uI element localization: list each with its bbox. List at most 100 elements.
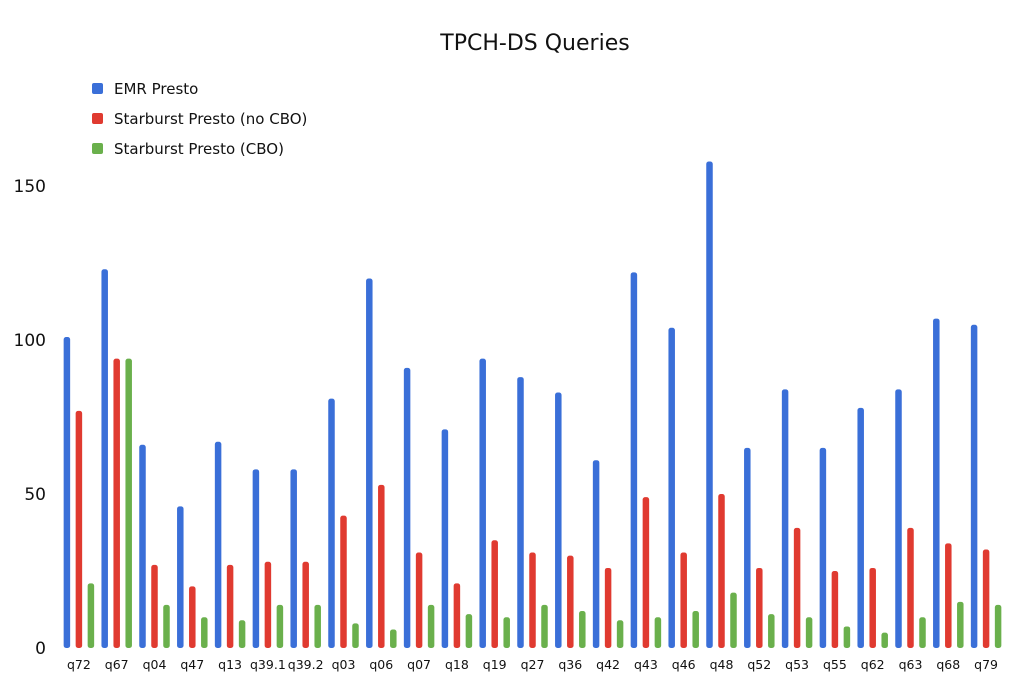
bar-cbo-q04 <box>163 604 170 648</box>
x-tick-label: q52 <box>747 657 771 672</box>
x-tick-label: q27 <box>521 657 545 672</box>
bar-no-cbo-q68 <box>945 543 952 648</box>
legend-label-no-cbo: Starburst Presto (no CBO) <box>114 110 307 128</box>
bar-emr-q27 <box>517 377 524 648</box>
x-tick-label: q55 <box>823 657 847 672</box>
bar-cbo-q68 <box>957 601 964 648</box>
bar-no-cbo-q19 <box>491 540 498 648</box>
legend: EMR Presto Starburst Presto (no CBO) Sta… <box>92 80 307 158</box>
bar-cbo-q47 <box>201 617 208 648</box>
x-tick-label: q03 <box>332 657 356 672</box>
x-tick-label: q06 <box>369 657 393 672</box>
bar-cbo-q39.2 <box>314 604 321 648</box>
bar-no-cbo-q67 <box>113 358 120 648</box>
bar-cbo-q03 <box>352 623 359 648</box>
bar-emr-q39.1 <box>252 469 260 648</box>
bar-cbo-q06 <box>390 629 397 648</box>
x-tick-label: q48 <box>710 657 734 672</box>
legend-swatch-no-cbo <box>92 113 103 124</box>
bar-emr-q48 <box>706 161 713 648</box>
y-tick-label: 0 <box>35 639 46 659</box>
bar-emr-q07 <box>403 367 411 648</box>
bar-emr-q03 <box>328 398 335 648</box>
y-tick-label: 50 <box>24 485 46 505</box>
legend-swatch-cbo <box>92 143 103 154</box>
bar-cbo-q52 <box>768 614 775 648</box>
x-tick-label: q72 <box>67 657 91 672</box>
x-tick-label: q36 <box>558 657 582 672</box>
bar-emr-q79 <box>970 324 978 648</box>
bar-emr-q13 <box>214 441 222 648</box>
bar-cbo-q67 <box>125 358 132 648</box>
bar-cbo-q19 <box>503 617 510 648</box>
bar-no-cbo-q39.2 <box>302 561 309 648</box>
legend-label-emr: EMR Presto <box>114 80 198 98</box>
x-tick-label: q79 <box>974 657 998 672</box>
bar-emr-q67 <box>101 269 108 648</box>
bar-emr-q63 <box>895 389 902 648</box>
bar-no-cbo-q03 <box>340 515 347 648</box>
bar-cbo-q43 <box>654 617 662 648</box>
bar-cbo-q63 <box>919 617 926 648</box>
bar-no-cbo-q06 <box>378 484 385 648</box>
bar-emr-q55 <box>819 447 827 648</box>
bar-cbo-q48 <box>730 592 737 648</box>
bar-cbo-q55 <box>843 626 851 648</box>
x-tick-label: q62 <box>861 657 885 672</box>
bar-no-cbo-q42 <box>604 567 612 648</box>
bar-emr-q36 <box>555 392 562 648</box>
x-tick-label: q42 <box>596 657 620 672</box>
bar-emr-q04 <box>139 444 146 648</box>
x-tick-label: q39.1 <box>250 657 286 672</box>
bar-cbo-q36 <box>579 611 586 648</box>
bar-cbo-q18 <box>465 614 473 648</box>
x-tick-label: q68 <box>936 657 960 672</box>
bar-cbo-q53 <box>805 617 813 648</box>
bar-emr-q62 <box>857 407 864 648</box>
bar-cbo-q27 <box>541 604 548 648</box>
legend-label-cbo: Starburst Presto (CBO) <box>114 140 284 158</box>
y-tick-label: 100 <box>14 331 46 351</box>
x-tick-label: q67 <box>105 657 129 672</box>
bars <box>63 161 1002 648</box>
bar-cbo-q72 <box>87 583 95 648</box>
bar-no-cbo-q53 <box>793 527 801 648</box>
bar-cbo-q62 <box>881 632 888 648</box>
bar-cbo-q07 <box>427 604 435 648</box>
bar-emr-q18 <box>441 429 449 648</box>
bar-no-cbo-q13 <box>226 564 234 648</box>
bar-no-cbo-q52 <box>756 567 763 648</box>
bar-emr-q39.2 <box>290 469 297 648</box>
x-tick-label: q46 <box>672 657 696 672</box>
x-tick-label: q18 <box>445 657 469 672</box>
x-tick-label: q04 <box>143 657 167 672</box>
bar-emr-q47 <box>177 506 184 648</box>
bar-no-cbo-q39.1 <box>264 561 272 648</box>
bar-no-cbo-q47 <box>189 586 196 648</box>
bar-no-cbo-q62 <box>869 567 876 648</box>
bar-emr-q46 <box>668 327 675 648</box>
bar-emr-q19 <box>479 358 486 648</box>
x-tick-label: q43 <box>634 657 658 672</box>
bar-no-cbo-q72 <box>75 410 83 648</box>
bar-no-cbo-q63 <box>907 527 914 648</box>
bar-emr-q72 <box>63 337 71 648</box>
bar-no-cbo-q79 <box>982 549 990 648</box>
bar-no-cbo-q04 <box>151 564 158 648</box>
x-tick-label: q13 <box>218 657 242 672</box>
y-tick-label: 150 <box>14 177 46 197</box>
bar-emr-q53 <box>781 389 789 648</box>
bar-emr-q06 <box>366 278 373 648</box>
bar-emr-q43 <box>630 272 638 648</box>
x-tick-label: q19 <box>483 657 507 672</box>
bar-cbo-q39.1 <box>276 604 284 648</box>
x-axis: q72 q67 q04 q47 q13 q39.1 q39.2 q03 q06 q07 q18 q19… <box>67 657 998 672</box>
bar-emr-q42 <box>592 460 600 648</box>
bar-no-cbo-q27 <box>529 552 536 648</box>
bar-no-cbo-q43 <box>642 497 650 648</box>
chart-title: TPCH-DS Queries <box>439 31 629 56</box>
x-tick-label: q53 <box>785 657 809 672</box>
bar-no-cbo-q46 <box>680 552 687 648</box>
bar-emr-q52 <box>744 447 751 648</box>
